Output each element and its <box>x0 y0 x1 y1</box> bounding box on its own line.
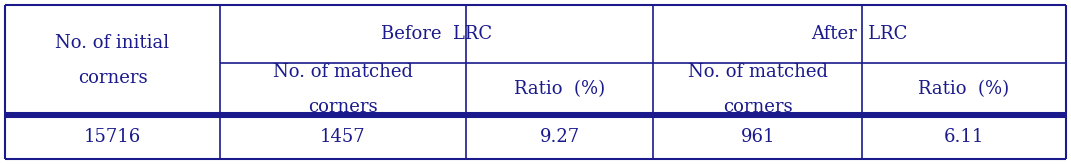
Text: After  LRC: After LRC <box>812 25 907 43</box>
Text: Ratio  (%): Ratio (%) <box>514 80 605 98</box>
Text: Ratio  (%): Ratio (%) <box>918 80 1010 98</box>
Text: 1457: 1457 <box>320 128 365 146</box>
Text: 9.27: 9.27 <box>540 128 579 146</box>
Text: 961: 961 <box>740 128 775 146</box>
Text: 6.11: 6.11 <box>944 128 984 146</box>
Text: Before  LRC: Before LRC <box>381 25 492 43</box>
Text: No. of matched
corners: No. of matched corners <box>688 63 828 116</box>
Text: 15716: 15716 <box>84 128 141 146</box>
Text: No. of initial
corners: No. of initial corners <box>56 34 169 87</box>
Text: No. of matched
corners: No. of matched corners <box>273 63 412 116</box>
